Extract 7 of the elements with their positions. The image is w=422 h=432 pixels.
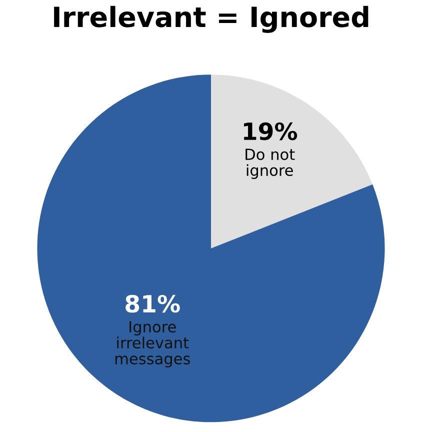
chart-title: Irrelevant = Ignored [54, 6, 368, 33]
data-label: 19% [244, 122, 298, 140]
pie-slice [37, 74, 385, 422]
pie-slice [211, 74, 373, 248]
slice-label: Do not ignore [246, 148, 295, 179]
data-label: 81% [126, 294, 180, 313]
slice-label: Ignore irrelevant messages [115, 321, 190, 368]
